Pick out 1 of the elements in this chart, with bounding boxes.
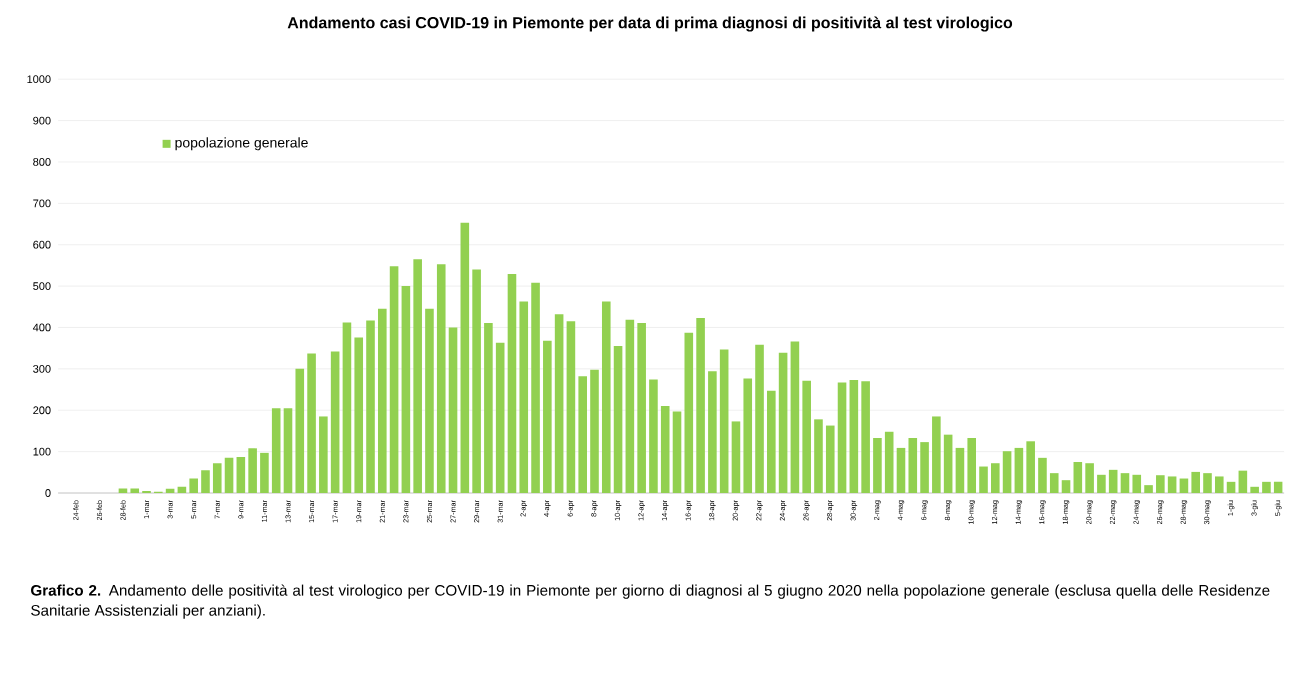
chart-title: Andamento casi COVID-19 in Piemonte per data di prima diagnosi di positività al test virologico bbox=[287, 16, 1013, 32]
